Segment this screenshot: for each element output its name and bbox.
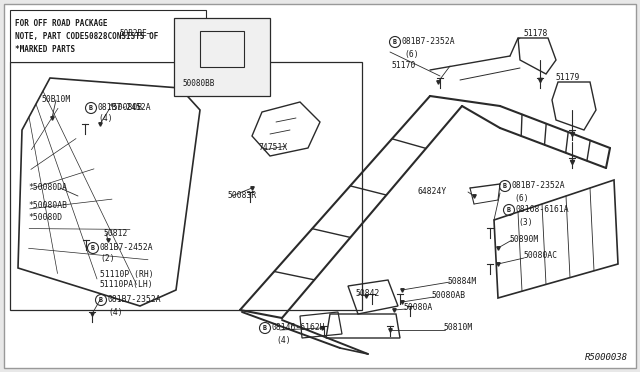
Text: (4): (4) bbox=[276, 336, 291, 344]
Text: 50884M: 50884M bbox=[448, 278, 477, 286]
Text: (4): (4) bbox=[98, 113, 113, 122]
Text: *50080AB: *50080AB bbox=[28, 201, 67, 209]
Text: 081B7-2452A: 081B7-2452A bbox=[100, 244, 154, 253]
Text: 081B7-2352A: 081B7-2352A bbox=[108, 295, 162, 305]
Text: B: B bbox=[91, 245, 95, 251]
Text: B: B bbox=[503, 183, 507, 189]
Text: (2): (2) bbox=[100, 253, 115, 263]
Text: *50080DA: *50080DA bbox=[28, 183, 67, 192]
Text: FOR OFF ROAD PACKAGE: FOR OFF ROAD PACKAGE bbox=[15, 19, 108, 29]
Text: 51179: 51179 bbox=[556, 74, 580, 83]
Bar bbox=[10, 10, 206, 62]
Text: (6): (6) bbox=[514, 193, 529, 202]
Text: 50080A: 50080A bbox=[404, 304, 433, 312]
Text: (6): (6) bbox=[404, 49, 419, 58]
Bar bbox=[10, 62, 362, 310]
Text: B: B bbox=[263, 325, 267, 331]
Text: 64824Y: 64824Y bbox=[418, 187, 447, 196]
Text: 50812: 50812 bbox=[104, 228, 129, 237]
Text: 08168-6161A: 08168-6161A bbox=[516, 205, 570, 215]
Text: 50B2BE—: 50B2BE— bbox=[120, 29, 152, 38]
Text: 51110PA(LH): 51110PA(LH) bbox=[100, 280, 154, 289]
Text: (3): (3) bbox=[518, 218, 532, 227]
Text: B: B bbox=[393, 39, 397, 45]
Text: B: B bbox=[89, 105, 93, 111]
Text: 51110P (RH): 51110P (RH) bbox=[100, 270, 154, 279]
Text: *MARKED PARTS: *MARKED PARTS bbox=[15, 45, 75, 55]
Text: 51178: 51178 bbox=[523, 29, 547, 38]
Text: 50080BB: 50080BB bbox=[182, 79, 214, 88]
Text: 50080AC: 50080AC bbox=[524, 251, 558, 260]
Text: 74751X: 74751X bbox=[258, 144, 287, 153]
Text: 50842: 50842 bbox=[356, 289, 380, 298]
Text: *50080D: *50080D bbox=[28, 212, 62, 221]
Text: R5000038: R5000038 bbox=[585, 353, 628, 362]
Text: 51170: 51170 bbox=[392, 61, 417, 71]
Text: 081B7-2452A: 081B7-2452A bbox=[98, 103, 152, 112]
Text: 50080AB: 50080AB bbox=[432, 292, 466, 301]
Text: 08146-6162H: 08146-6162H bbox=[272, 324, 326, 333]
Text: 081B7-2352A: 081B7-2352A bbox=[512, 182, 566, 190]
Text: 081B7-2352A: 081B7-2352A bbox=[402, 38, 456, 46]
Text: 50810M: 50810M bbox=[444, 324, 473, 333]
Text: (4): (4) bbox=[108, 308, 123, 317]
Text: B: B bbox=[99, 297, 103, 303]
Text: NOTE, PART CODE50828CONSISTS OF: NOTE, PART CODE50828CONSISTS OF bbox=[15, 32, 158, 42]
Text: 50890M: 50890M bbox=[510, 235, 540, 244]
Text: B: B bbox=[507, 207, 511, 213]
Text: 50B10M: 50B10M bbox=[42, 96, 71, 105]
Text: 50083R: 50083R bbox=[228, 190, 257, 199]
Text: *50080B: *50080B bbox=[108, 103, 142, 112]
Bar bbox=[174, 18, 270, 96]
